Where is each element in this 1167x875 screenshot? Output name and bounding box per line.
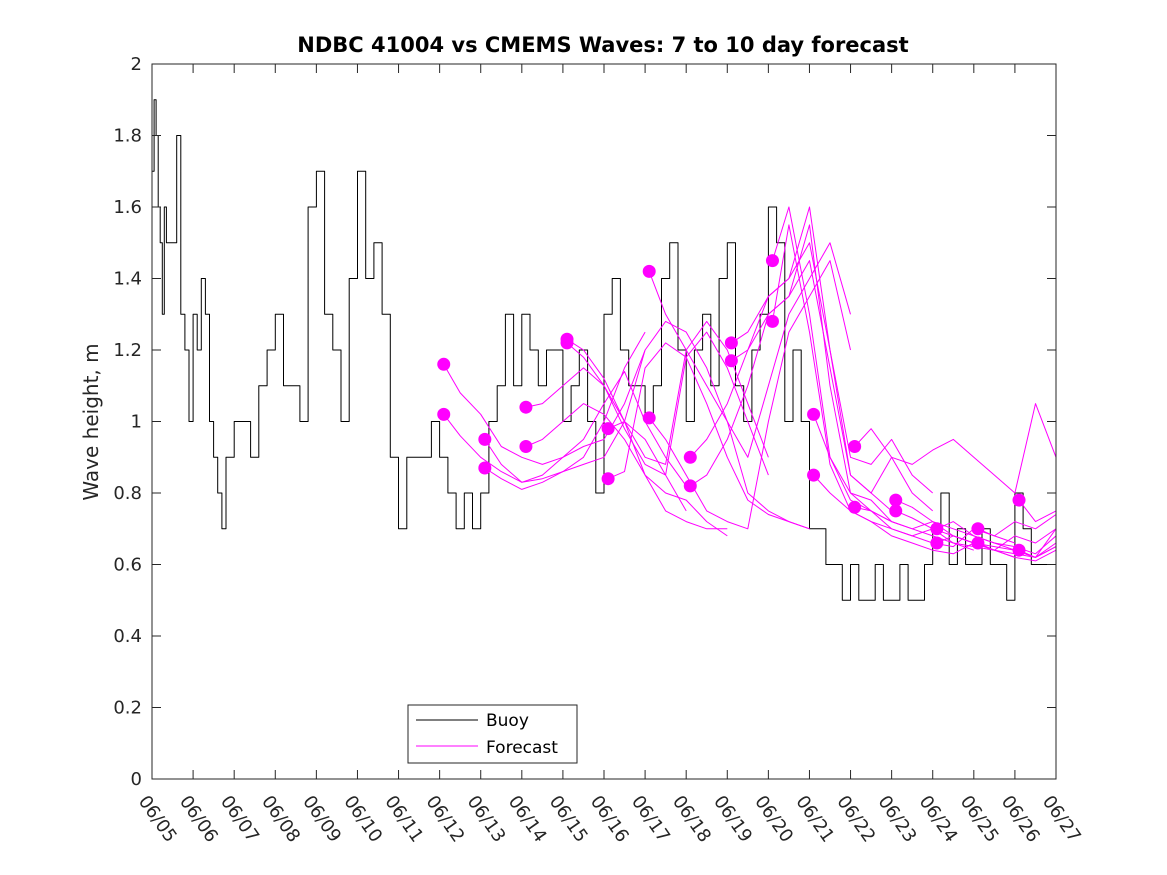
forecast-marker-7 — [560, 336, 574, 350]
y-tick-label-9: 1.8 — [113, 126, 142, 147]
forecast-series-line-6 — [525, 403, 728, 530]
forecast-marker-5 — [519, 440, 533, 454]
forecast-series-line-3 — [484, 371, 687, 487]
forecast-marker-14 — [724, 336, 738, 350]
buoy-series-line — [152, 99, 1056, 601]
forecast-series-line-28 — [977, 528, 1056, 551]
forecast-marker-12 — [683, 450, 697, 464]
forecast-series-line-7 — [566, 320, 769, 465]
forecast-series-line-25 — [936, 521, 1056, 555]
forecast-marker-21 — [848, 500, 862, 514]
chart-title: NDBC 41004 vs CMEMS Waves: 7 to 10 day f… — [297, 33, 908, 57]
forecast-series-line-12 — [648, 260, 851, 530]
forecast-marker-10 — [642, 264, 656, 278]
forecast-series-line-11 — [648, 242, 851, 458]
forecast-marker-24 — [930, 522, 944, 536]
forecast-marker-23 — [889, 504, 903, 518]
y-axis-ticks: 0 0.2 0.4 0.6 0.8 1 1.2 1.4 1.6 1.8 2 — [113, 54, 1056, 790]
y-tick-label-6: 1.2 — [113, 340, 142, 361]
forecast-marker-0 — [437, 357, 451, 371]
y-tick-label-8: 1.6 — [113, 197, 142, 218]
forecast-series-line-4 — [484, 421, 687, 512]
forecast-marker-8 — [601, 422, 615, 436]
forecast-marker-15 — [724, 354, 738, 368]
forecast-marker-19 — [807, 468, 821, 482]
y-tick-label-4: 0.8 — [113, 483, 142, 504]
forecast-marker-28 — [1012, 493, 1026, 507]
y-tick-label-10: 2 — [131, 54, 142, 75]
forecast-marker-2 — [478, 432, 492, 446]
forecast-marker-22 — [889, 493, 903, 507]
forecast-marker-1 — [437, 407, 451, 421]
legend-box — [407, 704, 578, 764]
forecast-marker-9 — [601, 472, 615, 486]
forecast-marker-17 — [765, 314, 779, 328]
forecast-marker-4 — [519, 400, 533, 414]
y-tick-label-0: 0 — [131, 769, 142, 790]
forecast-marker-18 — [807, 407, 821, 421]
y-tick-label-7: 1.4 — [113, 269, 142, 290]
legend-label-buoy: Buoy — [486, 711, 529, 731]
forecast-marker-25 — [930, 536, 944, 550]
forecast-series-line-2 — [443, 331, 646, 483]
forecast-series-line-10 — [607, 342, 810, 530]
forecast-series-line-9 — [607, 320, 810, 530]
forecast-marker-16 — [765, 254, 779, 268]
y-tick-label-1: 0.2 — [113, 698, 142, 719]
forecast-series-line-16 — [731, 260, 934, 512]
forecast-marker-11 — [642, 411, 656, 425]
y-axis-label: Wave height, m — [79, 343, 103, 500]
forecast-series-line-21 — [854, 403, 1056, 494]
y-tick-label-5: 1 — [131, 412, 142, 433]
marker-layer — [437, 254, 1026, 557]
forecast-marker-13 — [683, 479, 697, 493]
forecast-marker-29 — [1012, 543, 1026, 557]
forecast-marker-3 — [478, 461, 492, 475]
forecast-series-line-15 — [731, 242, 934, 494]
forecast-series-line-27 — [977, 514, 1056, 537]
y-tick-label-2: 0.4 — [113, 626, 142, 647]
forecast-series-line-29 — [1018, 499, 1056, 523]
forecast-marker-26 — [971, 522, 985, 536]
legend-label-forecast: Forecast — [486, 738, 558, 758]
forecast-marker-20 — [848, 440, 862, 454]
forecast-marker-27 — [971, 536, 985, 550]
legend: Buoy Forecast — [407, 704, 578, 764]
y-tick-label-3: 0.6 — [113, 555, 142, 576]
